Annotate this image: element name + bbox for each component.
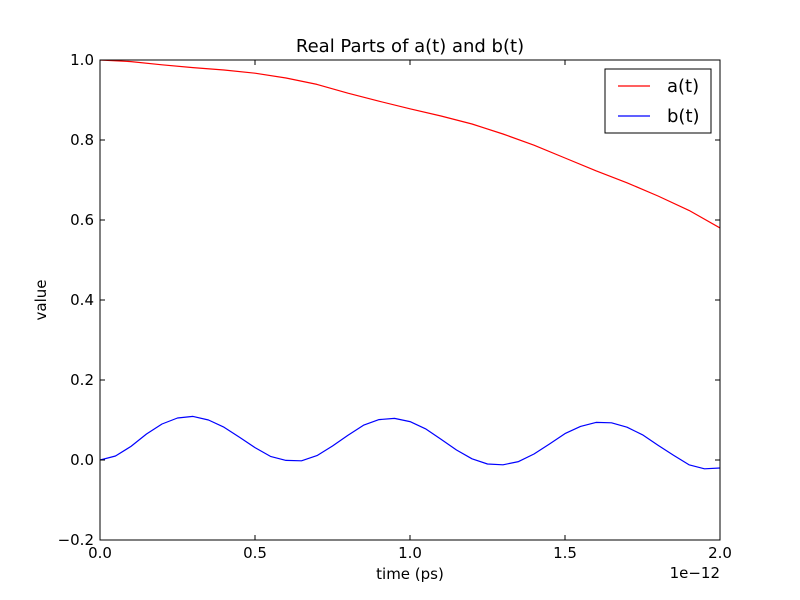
x-axis-offset-text: 1e−12: [670, 564, 720, 582]
x-tick-label: 0.5: [243, 544, 267, 562]
tick-labels-layer: 0.0 0.5 1.0 1.5 2.0−0.20.00.20.40.60.81.0: [58, 51, 732, 562]
y-tick-label: −0.2: [58, 531, 94, 549]
legend-label-a: a(t): [667, 76, 699, 97]
y-tick-label: 0.4: [70, 291, 94, 309]
x-axis-label: time (ps): [376, 565, 444, 583]
y-axis-label: value: [32, 280, 50, 321]
x-tick-label: 1.5: [553, 544, 577, 562]
chart-title: Real Parts of a(t) and b(t): [296, 36, 524, 57]
y-tick-label: 0.8: [70, 131, 94, 149]
legend-box: [604, 68, 712, 134]
x-tick-label: 2.0: [708, 544, 732, 562]
ticks-layer: [99, 59, 721, 541]
y-tick-label: 1.0: [70, 51, 94, 69]
y-tick-label: 0.6: [70, 211, 94, 229]
y-tick-label: 0.0: [70, 451, 94, 469]
series-line-a: [100, 60, 720, 229]
series-line-b: [100, 415, 720, 470]
x-tick-label: 1.0: [398, 544, 422, 562]
series-layer: [100, 60, 720, 470]
legend: a(t) b(t): [604, 68, 712, 134]
x-tick-label: 0.0: [88, 544, 112, 562]
legend-label-b: b(t): [667, 106, 700, 127]
y-tick-label: 0.2: [70, 371, 94, 389]
